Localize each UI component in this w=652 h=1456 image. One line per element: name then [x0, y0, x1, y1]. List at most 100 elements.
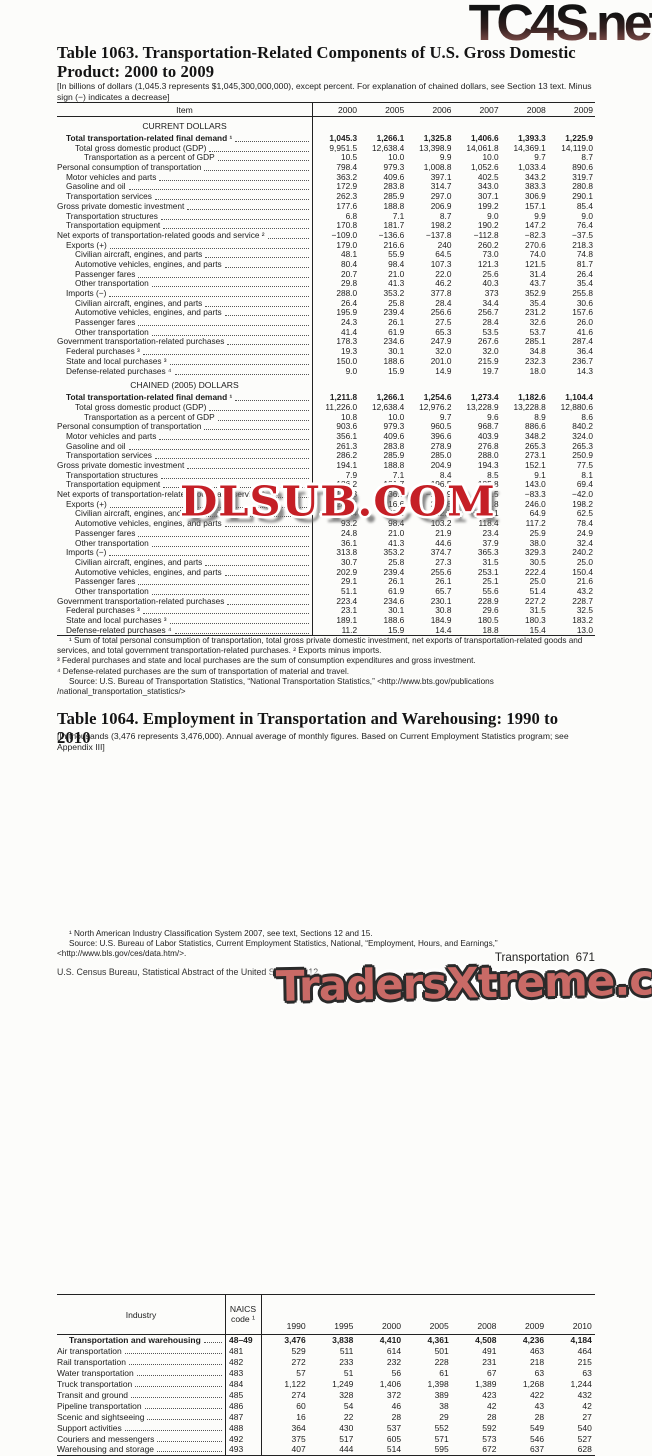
cell-value: 15.4 [529, 624, 546, 635]
table-1063-header-row: Item 2000 2005 2006 2007 2008 2009 [57, 103, 595, 117]
dot-leader [209, 403, 309, 411]
row-label: Transportation as a percent of GDP [84, 153, 215, 163]
table-row: Truck transportation 484 1,122 1,249 1,406 1,… [57, 1379, 595, 1390]
dot-leader [204, 422, 309, 431]
cell-value: 190.2 [477, 220, 499, 231]
cell-value: 198.2 [572, 498, 593, 509]
table-row: Federal purchases ³ 19.3 30.1 32.0 32.0 34.8 3… [57, 346, 595, 357]
cell-value: 34.8 [529, 346, 546, 357]
cell-value: 6.8 [345, 210, 358, 221]
table-1063-body: CURRENT DOLLARS Total transportation-rela… [57, 117, 595, 635]
naics-code: 487 [229, 1411, 244, 1422]
row-label: Total transportation-related final deman… [66, 393, 233, 403]
cell-value: 32.4 [576, 537, 593, 548]
cell-value: 65.3 [435, 326, 452, 337]
row-label: Net exports of transportation-related go… [57, 490, 265, 500]
cell-value: 285.0 [430, 450, 452, 461]
dot-leader [128, 1357, 222, 1366]
row-label: Couriers and messengers [57, 1433, 155, 1444]
cell-value: 25.9 [529, 527, 546, 538]
cell-value: 383.3 [525, 181, 546, 192]
dot-leader [144, 1401, 222, 1409]
year-header: 2006 [432, 104, 452, 115]
cell-value: 463 [529, 1346, 545, 1357]
cell-value: 98.4 [388, 518, 405, 529]
cell-value: −109.3 [331, 489, 358, 500]
row-label: Transportation structures [66, 470, 158, 480]
cell-value: 397.1 [430, 171, 452, 182]
cell-value: 194.3 [477, 460, 499, 470]
cell-value: 93.2 [340, 518, 358, 529]
table-row: Passenger fares 24.8 21.0 21.9 23.4 25.9 24.9 [57, 527, 595, 539]
cell-value: 1,266.1 [376, 392, 405, 403]
cell-value: 180.5 [477, 615, 499, 625]
cell-value: 188.8 [383, 460, 405, 470]
cell-value: 10.0 [388, 411, 405, 422]
cell-value: 180.3 [525, 615, 546, 625]
cell-value: 247.9 [430, 336, 452, 347]
cell-value: 150.4 [572, 566, 593, 577]
column-divider [261, 1295, 262, 1456]
row-label: Transportation services [66, 192, 152, 202]
cell-value: 1,268 [522, 1379, 545, 1389]
cell-value: 38.0 [529, 537, 546, 548]
table-row: Civilian aircraft, engines, and parts 48.… [57, 250, 595, 260]
cell-value: 319.7 [572, 171, 593, 182]
cell-value: 423 [482, 1389, 497, 1400]
naics-header-line1: NAICS [229, 1304, 257, 1315]
dot-leader [205, 509, 309, 518]
cell-value: 375 [291, 1433, 306, 1444]
cell-value: 215.9 [477, 355, 499, 366]
cell-value: 157.6 [572, 307, 593, 318]
table-row: Scenic and sightseeing 487 16 22 28 29 28 28 27 [57, 1412, 595, 1423]
cell-value: 55.6 [482, 585, 499, 596]
table-row: Gasoline and oil 261.3 283.8 278.9 276.8 265.… [57, 440, 595, 452]
cell-value: 595 [434, 1444, 449, 1455]
cell-value: 403.9 [477, 430, 499, 441]
cell-value: 373 [484, 288, 499, 298]
cell-value: 32.6 [529, 317, 546, 328]
table-row: Net exports of transportation-related go… [57, 230, 595, 241]
cell-value: 25.0 [576, 556, 593, 567]
row-label: Government transportation-related purcha… [57, 596, 225, 606]
cell-value: 13.0 [576, 624, 593, 635]
cell-value: 232.3 [525, 355, 546, 366]
cell-value: 511 [339, 1346, 354, 1357]
cell-value: 29.1 [340, 576, 358, 587]
cell-value: 240 [437, 239, 452, 250]
cell-value: 67.1 [482, 508, 499, 519]
cell-value: 121.5 [525, 258, 546, 269]
dot-leader [147, 1412, 222, 1420]
cell-value: 14,369.1 [513, 142, 546, 153]
cell-value: 546 [529, 1433, 545, 1444]
dot-leader [217, 413, 309, 421]
dot-leader [159, 173, 309, 181]
cell-value: 215 [577, 1357, 592, 1368]
cell-value: 198.2 [430, 220, 452, 231]
row-label: Government transportation-related purcha… [57, 337, 225, 347]
cell-value: 12,638.4 [371, 401, 405, 412]
cell-value: 276.8 [477, 440, 499, 451]
table-row: Imports (−) 288.0 353.2 377.8 373 352.9 255.8 [57, 288, 595, 299]
row-label: Net exports of transportation-related go… [57, 230, 265, 240]
cell-value: 46 [391, 1400, 402, 1411]
cell-value: 230.1 [430, 595, 452, 606]
year-header: 1995 [334, 1321, 354, 1332]
cell-value: 36.1 [340, 537, 358, 548]
cell-value: 12,880.6 [560, 401, 593, 412]
cell-value: 527 [577, 1433, 592, 1444]
cell-value: 1,182.6 [518, 392, 546, 403]
cell-value: 1,249 [332, 1379, 354, 1389]
cell-value: 15.9 [388, 365, 405, 376]
cell-value: 272 [291, 1357, 306, 1368]
cell-value: 57 [296, 1368, 306, 1379]
cell-value: 63 [534, 1368, 545, 1379]
cell-value: 3,838 [332, 1335, 354, 1346]
row-label: Passenger fares [75, 318, 136, 328]
row-label: Civilian aircraft, engines, and parts [75, 298, 203, 308]
cell-value: 10.0 [388, 152, 405, 163]
table-row: Other transportation 29.8 41.3 46.2 40.3 43.7… [57, 279, 595, 289]
cell-value: 85.4 [576, 200, 593, 211]
cell-value: 103.2 [430, 518, 452, 529]
cell-value: 1,393.3 [518, 133, 546, 143]
